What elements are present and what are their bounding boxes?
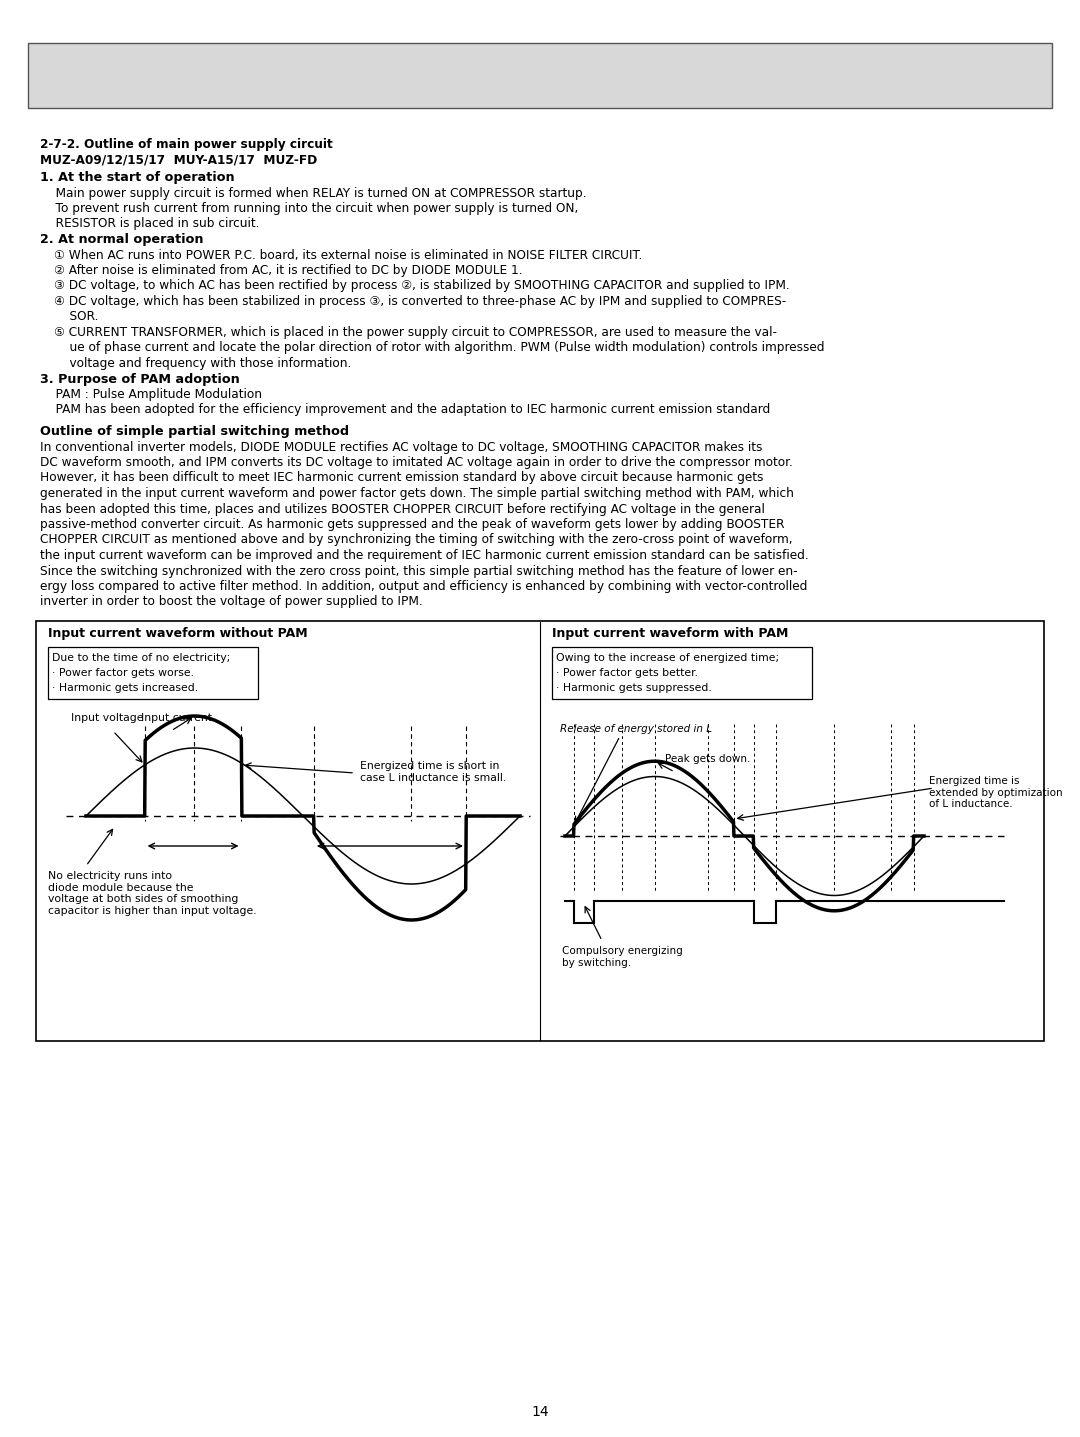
Text: No electricity runs into
diode module because the
voltage at both sides of smoot: No electricity runs into diode module be… bbox=[48, 871, 257, 915]
Text: CHOPPER CIRCUIT as mentioned above and by synchronizing the timing of switching : CHOPPER CIRCUIT as mentioned above and b… bbox=[40, 533, 793, 546]
Text: Owing to the increase of energized time;: Owing to the increase of energized time; bbox=[556, 652, 779, 662]
Text: ⑤ CURRENT TRANSFORMER, which is placed in the power supply circuit to COMPRESSOR: ⑤ CURRENT TRANSFORMER, which is placed i… bbox=[54, 326, 777, 339]
Text: SOR.: SOR. bbox=[54, 310, 98, 323]
Text: Input current waveform without PAM: Input current waveform without PAM bbox=[48, 627, 308, 639]
Text: ④ DC voltage, which has been stabilized in process ③, is converted to three-phas: ④ DC voltage, which has been stabilized … bbox=[54, 295, 786, 308]
Text: Input current waveform with PAM: Input current waveform with PAM bbox=[552, 627, 788, 639]
Text: · Power factor gets worse.: · Power factor gets worse. bbox=[52, 668, 194, 678]
Text: MUZ-A09/12/15/17  MUY-A15/17  MUZ-FD: MUZ-A09/12/15/17 MUY-A15/17 MUZ-FD bbox=[40, 154, 318, 167]
FancyBboxPatch shape bbox=[28, 43, 1052, 108]
Text: RESISTOR is placed in sub circuit.: RESISTOR is placed in sub circuit. bbox=[40, 217, 259, 230]
Text: To prevent rush current from running into the circuit when power supply is turne: To prevent rush current from running int… bbox=[40, 203, 578, 216]
Text: Outline of simple partial switching method: Outline of simple partial switching meth… bbox=[40, 425, 349, 438]
Text: Peak gets down.: Peak gets down. bbox=[664, 754, 751, 764]
Text: Energized time is
extended by optimization
of L inductance.: Energized time is extended by optimizati… bbox=[929, 776, 1063, 809]
Text: inverter in order to boost the voltage of power supplied to IPM.: inverter in order to boost the voltage o… bbox=[40, 595, 422, 608]
Text: Compulsory energizing
by switching.: Compulsory energizing by switching. bbox=[563, 946, 683, 967]
Text: Energized time is short in
case L inductance is small.: Energized time is short in case L induct… bbox=[360, 762, 507, 783]
Text: voltage and frequency with those information.: voltage and frequency with those informa… bbox=[54, 356, 351, 369]
Text: Main power supply circuit is formed when RELAY is turned ON at COMPRESSOR startu: Main power supply circuit is formed when… bbox=[40, 187, 586, 200]
FancyBboxPatch shape bbox=[36, 621, 1044, 1040]
Text: ② After noise is eliminated from AC, it is rectified to DC by DIODE MODULE 1.: ② After noise is eliminated from AC, it … bbox=[54, 264, 523, 277]
Text: Due to the time of no electricity;: Due to the time of no electricity; bbox=[52, 652, 230, 662]
Text: Input current: Input current bbox=[141, 713, 212, 723]
Text: 2. At normal operation: 2. At normal operation bbox=[40, 233, 203, 246]
Text: ue of phase current and locate the polar direction of rotor with algorithm. PWM : ue of phase current and locate the polar… bbox=[54, 342, 824, 355]
Text: · Power factor gets better.: · Power factor gets better. bbox=[556, 668, 698, 678]
Text: has been adopted this time, places and utilizes BOOSTER CHOPPER CIRCUIT before r: has been adopted this time, places and u… bbox=[40, 503, 765, 516]
Text: PAM : Pulse Amplitude Modulation: PAM : Pulse Amplitude Modulation bbox=[40, 388, 262, 401]
Text: ① When AC runs into POWER P.C. board, its external noise is eliminated in NOISE : ① When AC runs into POWER P.C. board, it… bbox=[54, 249, 643, 262]
Text: 2-7-2. Outline of main power supply circuit: 2-7-2. Outline of main power supply circ… bbox=[40, 138, 333, 151]
Text: Release of energy stored in L: Release of energy stored in L bbox=[561, 724, 712, 734]
Text: DC waveform smooth, and IPM converts its DC voltage to imitated AC voltage again: DC waveform smooth, and IPM converts its… bbox=[40, 456, 793, 468]
Text: Since the switching synchronized with the zero cross point, this simple partial : Since the switching synchronized with th… bbox=[40, 565, 798, 578]
Text: In conventional inverter models, DIODE MODULE rectifies AC voltage to DC voltage: In conventional inverter models, DIODE M… bbox=[40, 441, 762, 454]
Text: · Harmonic gets increased.: · Harmonic gets increased. bbox=[52, 683, 198, 693]
Text: ergy loss compared to active filter method. In addition, output and efficiency i: ergy loss compared to active filter meth… bbox=[40, 581, 808, 593]
Text: 1. At the start of operation: 1. At the start of operation bbox=[40, 171, 234, 184]
Text: However, it has been difficult to meet IEC harmonic current emission standard by: However, it has been difficult to meet I… bbox=[40, 471, 764, 484]
Text: PAM has been adopted for the efficiency improvement and the adaptation to IEC ha: PAM has been adopted for the efficiency … bbox=[40, 404, 770, 417]
FancyBboxPatch shape bbox=[552, 647, 812, 698]
Text: the input current waveform can be improved and the requirement of IEC harmonic c: the input current waveform can be improv… bbox=[40, 549, 809, 562]
Text: 3. Purpose of PAM adoption: 3. Purpose of PAM adoption bbox=[40, 372, 240, 385]
Text: Input voltage: Input voltage bbox=[71, 713, 144, 723]
Text: 14: 14 bbox=[531, 1405, 549, 1418]
Text: · Harmonic gets suppressed.: · Harmonic gets suppressed. bbox=[556, 683, 712, 693]
Text: generated in the input current waveform and power factor gets down. The simple p: generated in the input current waveform … bbox=[40, 487, 794, 500]
FancyBboxPatch shape bbox=[48, 647, 258, 698]
Text: ③ DC voltage, to which AC has been rectified by process ②, is stabilized by SMOO: ③ DC voltage, to which AC has been recti… bbox=[54, 280, 789, 293]
Text: passive-method converter circuit. As harmonic gets suppressed and the peak of wa: passive-method converter circuit. As har… bbox=[40, 517, 784, 532]
